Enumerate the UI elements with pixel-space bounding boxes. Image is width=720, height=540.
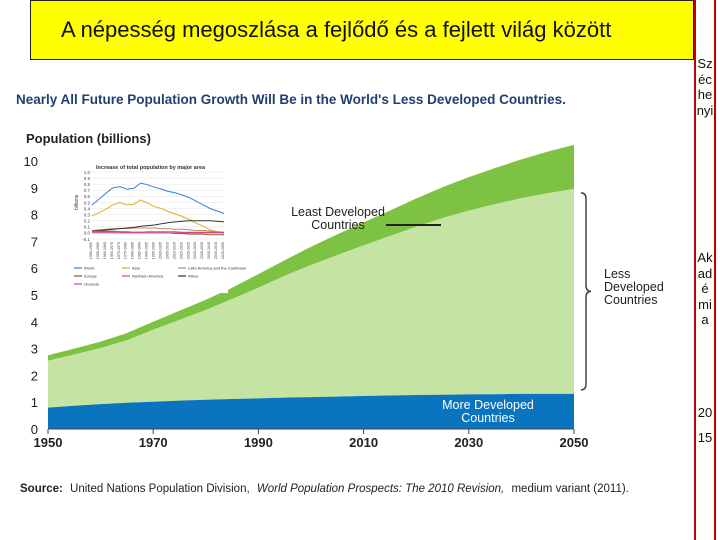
y-tick-label: 5	[31, 288, 38, 303]
inset-x-tick-label: 1985-1990	[138, 242, 142, 259]
y-tick-label: 3	[31, 342, 38, 357]
inset-series-line	[91, 182, 225, 214]
x-tick-label: 2010	[349, 435, 378, 450]
inset-y-tick-label: 0.1	[84, 225, 91, 230]
annotation-less-developed: Less Developed Countries	[604, 267, 664, 307]
inset-x-tick-label: 2020-2025	[186, 242, 190, 259]
source-label: Source:	[20, 483, 63, 495]
inset-x-tick-label: 2005-2010	[165, 242, 169, 259]
inset-series-line	[92, 231, 224, 233]
inset-y-tick-label: 0.9	[84, 176, 91, 181]
inset-x-tick-label: 1990-1995	[145, 242, 149, 259]
y-axis: 0 1 2 3 4 5 6 7 8 9 10	[24, 154, 38, 437]
inset-legend-label: Asia	[132, 266, 141, 271]
y-tick-label: 0	[31, 422, 38, 437]
x-tick-label: 2030	[454, 435, 483, 450]
chart-title: Nearly All Future Population Growth Will…	[16, 92, 566, 107]
inset-legend-label: Latin America and the Caribbean	[188, 266, 246, 271]
inset-x-tick-label: 1965-1970	[110, 242, 114, 259]
inset-y-label: billions	[74, 194, 80, 210]
inset-legend-label: World	[84, 266, 94, 271]
svg-text:Source: United Nations: Source: United Nations Population Divisi…	[20, 483, 629, 495]
inset-x-tick-label: 2045-2050	[221, 242, 225, 259]
x-tick-label: 1970	[139, 435, 168, 450]
inset-y-tick-label: 0.3	[84, 212, 91, 217]
source-italic: World Population Prospects: The 2010 Rev…	[257, 483, 504, 495]
x-axis: 1950 1970 1990 2010 2030 2050	[34, 428, 589, 450]
y-tick-label: 4	[31, 315, 38, 330]
slide-title: A népesség megoszlása a fejlődő és a fej…	[61, 17, 612, 42]
x-tick-label: 1950	[34, 435, 63, 450]
inset-x-tick-label: 1995-2000	[152, 242, 156, 259]
inset-x-tick-label: 2040-2045	[214, 242, 218, 259]
inset-x-tick-label: 2010-2015	[172, 242, 176, 259]
inset-x-tick-label: 2015-2020	[179, 242, 183, 259]
population-chart: Nearly All Future Population Growth Will…	[8, 72, 684, 506]
annotation-layer: Least Developed Countries Less Developed Cou…	[291, 192, 664, 425]
y-tick-label: 8	[31, 208, 38, 223]
inset-y-tick-label: 0.4	[84, 206, 91, 211]
y-tick-label: 1	[31, 395, 38, 410]
inset-x-tick-label: 2025-2030	[193, 242, 197, 259]
inset-x-tick-label: 1980-1985	[131, 242, 135, 259]
inset-x-tick-label: 2035-2040	[207, 242, 211, 259]
slide-header: A népesség megoszlása a fejlődő és a fej…	[30, 0, 694, 60]
y-axis-label: Population (billions)	[26, 131, 151, 146]
series-area-least-developed	[48, 144, 574, 361]
x-tick-label: 2050	[560, 435, 589, 450]
inset-y-tick-label: 0.2	[84, 219, 91, 224]
source-line: Source: United Nations Population Divisi…	[20, 483, 629, 495]
source-tail: medium variant (2011).	[511, 483, 628, 495]
inset-series-line	[91, 220, 225, 232]
source-text: United Nations Population Division,	[70, 483, 250, 495]
inset-x-tick-label: 1970-1975	[117, 242, 121, 259]
annotation-more-developed: More Developed Countries	[442, 398, 534, 425]
y-tick-label: 2	[31, 368, 38, 383]
inset-y-tick-label: -0.1	[82, 237, 90, 242]
inset-y-tick-label: 0.6	[84, 194, 91, 199]
vertical-sidebar: Széchenyi Akadémia 2015	[694, 0, 716, 540]
x-tick-label: 1990	[244, 435, 273, 450]
sidebar-text-year: 2015	[697, 405, 713, 445]
series-area-more-developed	[48, 393, 574, 429]
chart-panel: Nearly All Future Population Growth Will…	[8, 72, 684, 506]
y-tick-label: 6	[31, 261, 38, 276]
inset-title: Increase of total population by major ar…	[96, 165, 206, 171]
inset-y-tick-label: 0.5	[84, 200, 91, 205]
inset-legend-label: Europe	[84, 274, 98, 279]
series-area-less-developed	[48, 188, 574, 408]
y-tick-label: 10	[24, 154, 38, 169]
inset-x-tick-label: 1960-1965	[103, 242, 107, 259]
inset-y-tick-label: 1.0	[84, 170, 91, 175]
inset-legend-label: Africa	[188, 274, 199, 279]
inset-y-tick-label: 0.0	[84, 231, 91, 236]
sidebar-text-szechenyi: Széchenyi	[696, 56, 714, 118]
inset-x-tick-label: 1975-1980	[124, 242, 128, 259]
annotation-less-brace	[580, 192, 592, 391]
area-layer	[48, 144, 574, 429]
annotation-least-developed: Least Developed Countries	[291, 205, 385, 232]
inset-y-tick-label: 0.7	[84, 188, 91, 193]
inset-x-tick-label: 2000-2005	[158, 242, 162, 259]
inset-x-tick-label: 1950-1955	[89, 242, 93, 259]
inset-legend-label: Northern America	[132, 274, 164, 279]
inset-series-line	[91, 227, 225, 233]
inset-x-tick-label: 1955-1960	[96, 242, 100, 259]
inset-y-tick-label: 0.8	[84, 182, 91, 187]
inset-legend-label: Oceania	[84, 282, 100, 287]
inset-series-line	[91, 199, 225, 234]
y-tick-label: 9	[31, 181, 38, 196]
inset-x-tick-label: 2030-2035	[200, 242, 204, 259]
y-tick-label: 7	[31, 234, 38, 249]
sidebar-text-akademia: Akadémia	[697, 250, 713, 327]
inset-chart: Increase of total population by major ar…	[68, 158, 246, 293]
